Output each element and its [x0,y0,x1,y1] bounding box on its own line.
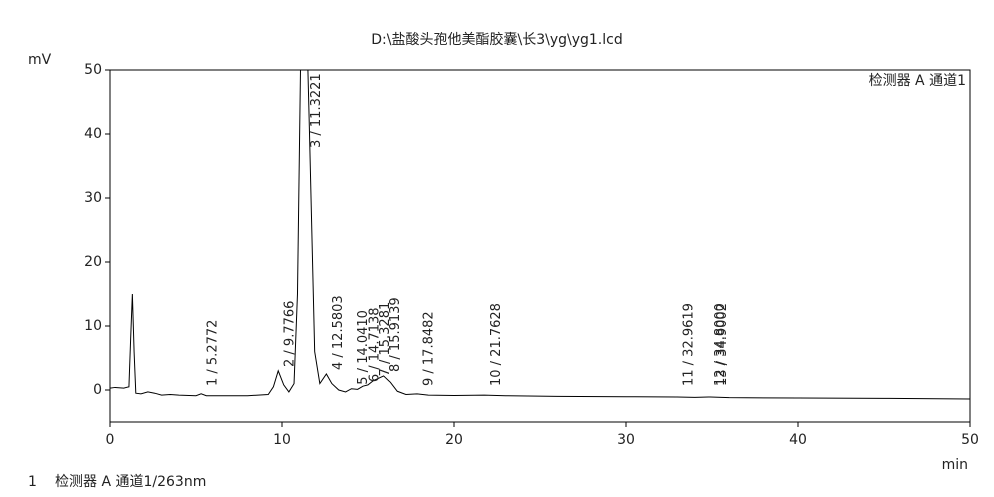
peak-label: 13 / 34.9002 [715,303,730,386]
peak-label: 4 / 12.5803 [331,295,346,370]
x-axis-label: min [942,457,968,473]
x-tick-label: 30 [617,432,635,448]
peak-label: 8 / 15.9139 [388,297,403,372]
x-tick-label: 0 [106,432,115,448]
y-tick-label: 10 [84,318,102,334]
y-tick-label: 50 [84,62,102,78]
peak-label: 6 / 14.7138 [368,307,383,382]
y-tick-label: 20 [84,254,102,270]
x-tick-label: 10 [273,432,291,448]
trace [110,70,970,400]
peak-label: 12 / 34.8000 [713,303,728,386]
chart-title: D:\盐酸头孢他美酯胶囊\长3\yg\yg1.lcd [371,31,622,48]
peak-label: 9 / 17.8482 [421,311,436,386]
footer-text: 检测器 A 通道1/263nm [55,474,206,490]
plot-frame [109,69,971,423]
peak-label: 7 / 15.3281 [378,302,393,377]
y-tick-label: 30 [84,190,102,206]
peak-label: 1 / 5.2772 [205,320,220,386]
y-tick-label: 0 [93,382,102,398]
peak-label: 11 / 32.9619 [681,303,696,386]
x-tick-label: 50 [961,432,979,448]
channel-label: 检测器 A 通道1 [869,73,966,89]
peak-label: 10 / 21.7628 [489,303,504,386]
x-tick-label: 20 [445,432,463,448]
peak-label: 3 / 11.3221 [309,73,324,148]
y-axis-label: mV [28,52,52,68]
peak-label: 5 / 14.0410 [356,310,371,385]
y-tick-label: 40 [84,126,102,142]
footer-index: 1 [28,474,37,490]
peak-label: 2 / 9.7766 [283,301,298,367]
x-tick-label: 40 [789,432,807,448]
